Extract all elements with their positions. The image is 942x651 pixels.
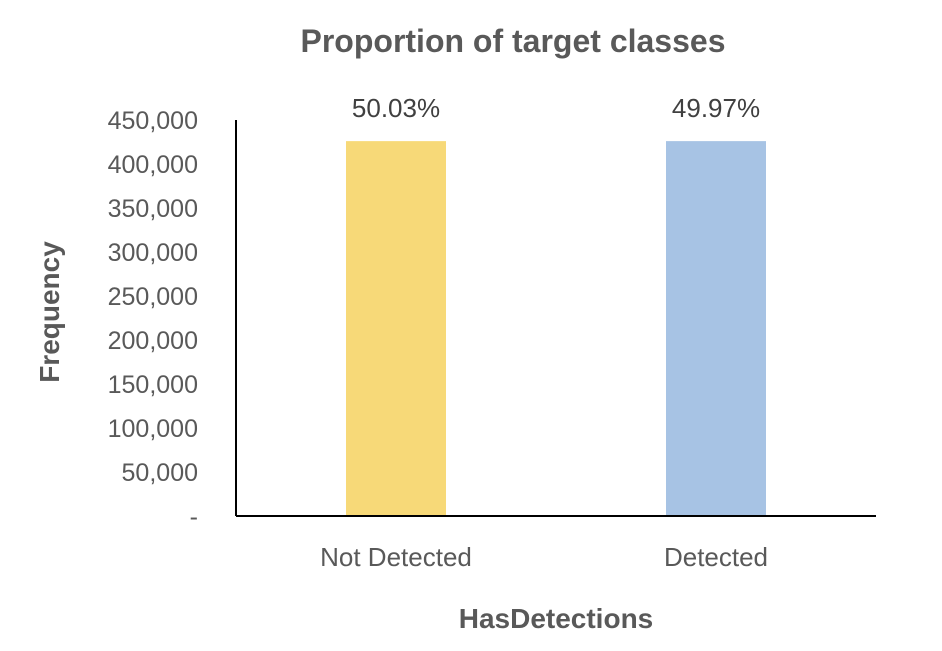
chart-title: Proportion of target classes xyxy=(301,23,726,59)
y-tick-label: 350,000 xyxy=(108,195,198,223)
x-axis-ticks: Not Detected Detected xyxy=(320,542,768,572)
y-tick-label: 300,000 xyxy=(108,239,198,267)
x-tick-label: Not Detected xyxy=(320,542,472,572)
y-tick-label: 50,000 xyxy=(122,459,198,487)
bar-detected xyxy=(666,141,766,516)
y-tick-label: 250,000 xyxy=(108,283,198,311)
y-tick-label: - xyxy=(190,503,198,531)
y-tick-label: 200,000 xyxy=(108,327,198,355)
bar-not-detected xyxy=(346,141,446,516)
y-axis-title: Frequency xyxy=(34,241,65,383)
y-axis-ticks: - 50,000 100,000 150,000 200,000 250,000 300,0… xyxy=(108,107,198,531)
y-tick-label: 150,000 xyxy=(108,371,198,399)
y-tick-label: 450,000 xyxy=(108,107,198,135)
y-tick-label: 100,000 xyxy=(108,415,198,443)
x-tick-label: Detected xyxy=(664,542,768,572)
y-tick-label: 400,000 xyxy=(108,151,198,179)
x-axis-title: HasDetections xyxy=(459,603,654,634)
bar-data-label: 50.03% xyxy=(352,93,440,123)
data-labels: 50.03% 49.97% xyxy=(352,93,760,123)
bars xyxy=(346,141,766,516)
bar-data-label: 49.97% xyxy=(672,93,760,123)
